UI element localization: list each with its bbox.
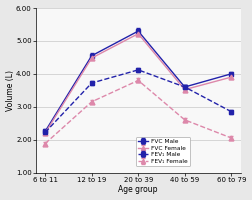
Y-axis label: Volume (L): Volume (L) <box>6 70 15 111</box>
X-axis label: Age group: Age group <box>118 185 158 194</box>
Legend: FVC Male, FVC Female, FEV₁ Male, FEV₁ Female: FVC Male, FVC Female, FEV₁ Male, FEV₁ Fe… <box>136 137 190 166</box>
